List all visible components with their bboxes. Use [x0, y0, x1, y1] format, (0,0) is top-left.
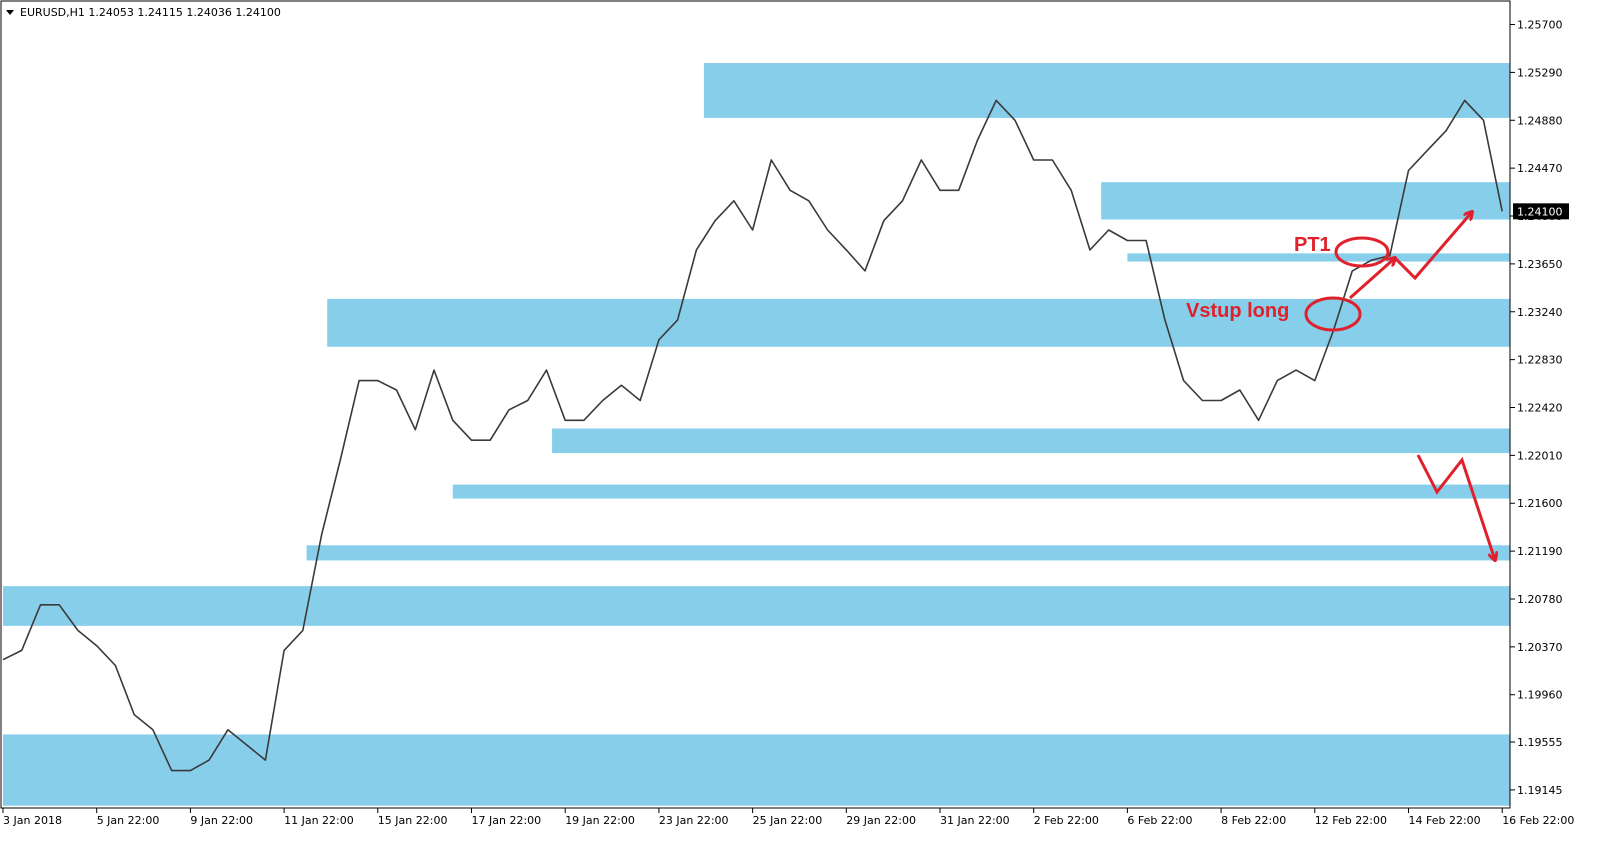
- drawings: [1304, 212, 1495, 560]
- zone: [306, 545, 1510, 561]
- arrow-scenario-down: [1416, 454, 1495, 560]
- x-tick-label: 11 Jan 22:00: [284, 814, 354, 827]
- x-tick-label: 29 Jan 22:00: [846, 814, 916, 827]
- arrow-up: [1349, 258, 1395, 300]
- circle-pt1: [1334, 236, 1390, 268]
- x-tick-label: 15 Jan 22:00: [378, 814, 448, 827]
- arrow-scenario-up: [1393, 212, 1472, 281]
- menu-triangle: [6, 10, 14, 15]
- x-tick-label: 3 Jan 2018: [3, 814, 62, 827]
- y-tick-label: 1.24470: [1517, 162, 1563, 175]
- x-tick-label: 8 Feb 22:00: [1221, 814, 1286, 827]
- x-tick-label: 9 Jan 22:00: [190, 814, 253, 827]
- x-tick-label: 2 Feb 22:00: [1034, 814, 1099, 827]
- annotation: Vstup long: [1186, 300, 1289, 322]
- y-tick-label: 1.25290: [1517, 66, 1563, 79]
- plot-frame: [0, 0, 1511, 809]
- x-tick-label: 31 Jan 22:00: [940, 814, 1010, 827]
- y-tick-label: 1.24880: [1517, 114, 1563, 127]
- y-tick-label: 1.25700: [1517, 19, 1563, 32]
- zone: [3, 734, 1510, 806]
- axes: 1.257001.252901.248801.244701.240601.236…: [2, 19, 1574, 827]
- y-tick-label: 1.22010: [1517, 449, 1563, 462]
- last-price-label: 1.24100: [1517, 205, 1563, 218]
- y-tick-label: 1.20370: [1517, 641, 1563, 654]
- y-tick-label: 1.20780: [1517, 593, 1563, 606]
- circle-entry: [1304, 296, 1362, 332]
- y-tick-label: 1.19960: [1517, 689, 1563, 702]
- last-price-box: [1513, 203, 1569, 220]
- zone: [703, 63, 1510, 118]
- x-tick-label: 5 Jan 22:00: [97, 814, 160, 827]
- y-tick-label: 1.23240: [1517, 306, 1563, 319]
- x-tick-label: 17 Jan 22:00: [472, 814, 542, 827]
- zones: [3, 63, 1510, 806]
- y-tick-label: 1.19555: [1517, 736, 1563, 749]
- x-tick-label: 12 Feb 22:00: [1315, 814, 1387, 827]
- y-tick-label: 1.22830: [1517, 354, 1563, 367]
- annotation: PT1: [1294, 234, 1331, 256]
- y-tick-label: 1.22420: [1517, 402, 1563, 415]
- x-tick-label: 19 Jan 22:00: [565, 814, 635, 827]
- header: EURUSD,H1 1.24053 1.24115 1.24036 1.2410…: [6, 6, 281, 19]
- zone: [327, 298, 1510, 347]
- x-tick-label: 25 Jan 22:00: [753, 814, 823, 827]
- y-tick-label: 1.19145: [1517, 784, 1563, 797]
- y-tick-label: 1.21600: [1517, 497, 1563, 510]
- price-line: [2, 99, 1503, 772]
- series: [2, 99, 1503, 772]
- y-tick-label: 1.23650: [1517, 258, 1563, 271]
- zone: [3, 586, 1510, 626]
- zone: [1127, 253, 1510, 262]
- x-tick-label: 16 Feb 22:00: [1502, 814, 1574, 827]
- header-text: EURUSD,H1 1.24053 1.24115 1.24036 1.2410…: [20, 6, 281, 19]
- x-tick-label: 14 Feb 22:00: [1409, 814, 1481, 827]
- x-tick-label: 6 Feb 22:00: [1127, 814, 1192, 827]
- y-tick-label: 1.21190: [1517, 545, 1563, 558]
- zone: [452, 484, 1510, 499]
- x-tick-label: 23 Jan 22:00: [659, 814, 729, 827]
- zone: [1101, 182, 1510, 220]
- zone: [552, 428, 1510, 454]
